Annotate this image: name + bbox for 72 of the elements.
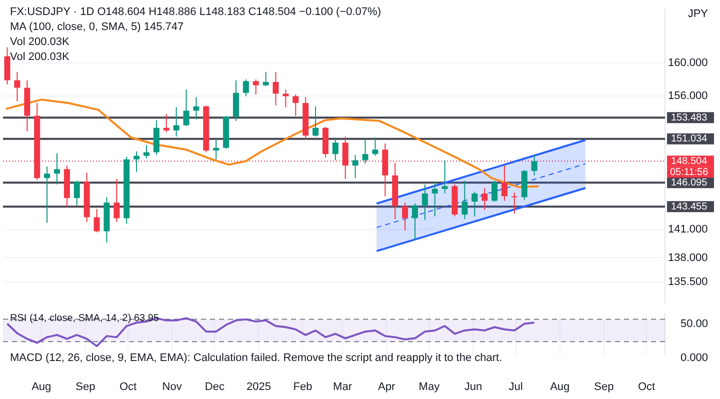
candlestick xyxy=(492,180,498,202)
x-tick-label: Aug xyxy=(32,381,52,394)
candlestick xyxy=(213,140,220,160)
candlestick xyxy=(402,202,408,231)
candlestick xyxy=(352,154,358,179)
y-tick-label: 160.000 xyxy=(668,56,708,69)
ref-line-label: 146.095 xyxy=(671,177,708,188)
candlestick xyxy=(372,136,378,156)
candlestick xyxy=(292,94,299,116)
candlestick xyxy=(462,180,468,220)
y-tick-label: 156.000 xyxy=(668,90,708,102)
chart-title: FX:USDJPY · 1D O148.604 H148.886 L148.183 C148.504 −0.100 (−0.07%) xyxy=(10,6,381,18)
candlestick xyxy=(242,78,249,97)
x-tick-label: 2025 xyxy=(246,381,271,394)
candlestick xyxy=(432,181,438,217)
candlestick xyxy=(482,188,488,210)
x-tick-label: Oct xyxy=(119,381,137,394)
candlestick xyxy=(332,136,338,161)
x-tick-label: Dec xyxy=(204,381,225,394)
candlestick xyxy=(193,96,200,120)
candlestick xyxy=(362,138,368,164)
candlestick xyxy=(272,71,279,106)
candlestick xyxy=(232,80,239,122)
x-tick-label: Nov xyxy=(162,381,182,394)
candlestick xyxy=(472,191,478,217)
candlestick xyxy=(422,184,428,221)
text: JPY xyxy=(688,8,708,20)
ref-line-label: 153.483 xyxy=(671,112,708,124)
candlestick xyxy=(143,144,150,159)
candlestick xyxy=(252,78,259,96)
candlestick xyxy=(44,166,50,224)
x-tick-label: Feb xyxy=(293,381,312,394)
candlestick xyxy=(282,88,289,108)
candlestick xyxy=(4,46,10,85)
x-tick-label: Jul xyxy=(508,381,523,394)
x-tick-label: Sep xyxy=(594,381,614,394)
candlestick xyxy=(173,106,180,138)
x-tick-label: Apr xyxy=(378,381,396,394)
candlestick xyxy=(501,165,508,202)
candlestick xyxy=(94,208,100,233)
candlestick xyxy=(262,71,269,87)
candlestick xyxy=(442,160,448,194)
text: 0.000 xyxy=(680,352,708,364)
ref-line-label: 143.455 xyxy=(671,201,708,212)
annotation: MA (100, close, 0, SMA, 5) 145.747 xyxy=(10,21,184,33)
candlestick xyxy=(134,150,140,172)
candlestick xyxy=(54,152,60,185)
text: 05:11:56 xyxy=(670,166,709,178)
text: 50.00 xyxy=(680,318,708,330)
x-tick-label: Oct xyxy=(638,381,656,394)
candlestick xyxy=(74,180,80,206)
ref-line-label: 148.504 xyxy=(671,156,708,167)
candlestick xyxy=(312,106,319,138)
x-tick-label: Mar xyxy=(333,381,352,394)
candlestick xyxy=(531,154,538,176)
x-tick-label: Aug xyxy=(550,381,570,394)
x-tick-label: May xyxy=(418,381,440,394)
candlestick xyxy=(412,202,418,240)
x-tick-label: Sep xyxy=(76,381,96,394)
candlestick xyxy=(183,88,190,127)
candlestick xyxy=(114,178,120,222)
y-tick-label: 135.500 xyxy=(668,276,708,288)
ref-line-label: 151.034 xyxy=(671,134,708,145)
x-tick-label: Jun xyxy=(464,381,482,394)
y-tick-label: 141.000 xyxy=(668,223,708,236)
y-tick-label: 138.000 xyxy=(668,252,708,264)
candlestick xyxy=(163,114,170,133)
candlestick xyxy=(511,192,518,214)
annotation: Vol 200.03K xyxy=(10,36,70,48)
annotation: Vol 200.03K xyxy=(10,51,70,63)
text: MACD (12, 26, close, 9, EMA, EMA): Calculation failed. Remove the script and reapply it to the chart. xyxy=(10,352,502,364)
candlestick xyxy=(14,71,20,102)
